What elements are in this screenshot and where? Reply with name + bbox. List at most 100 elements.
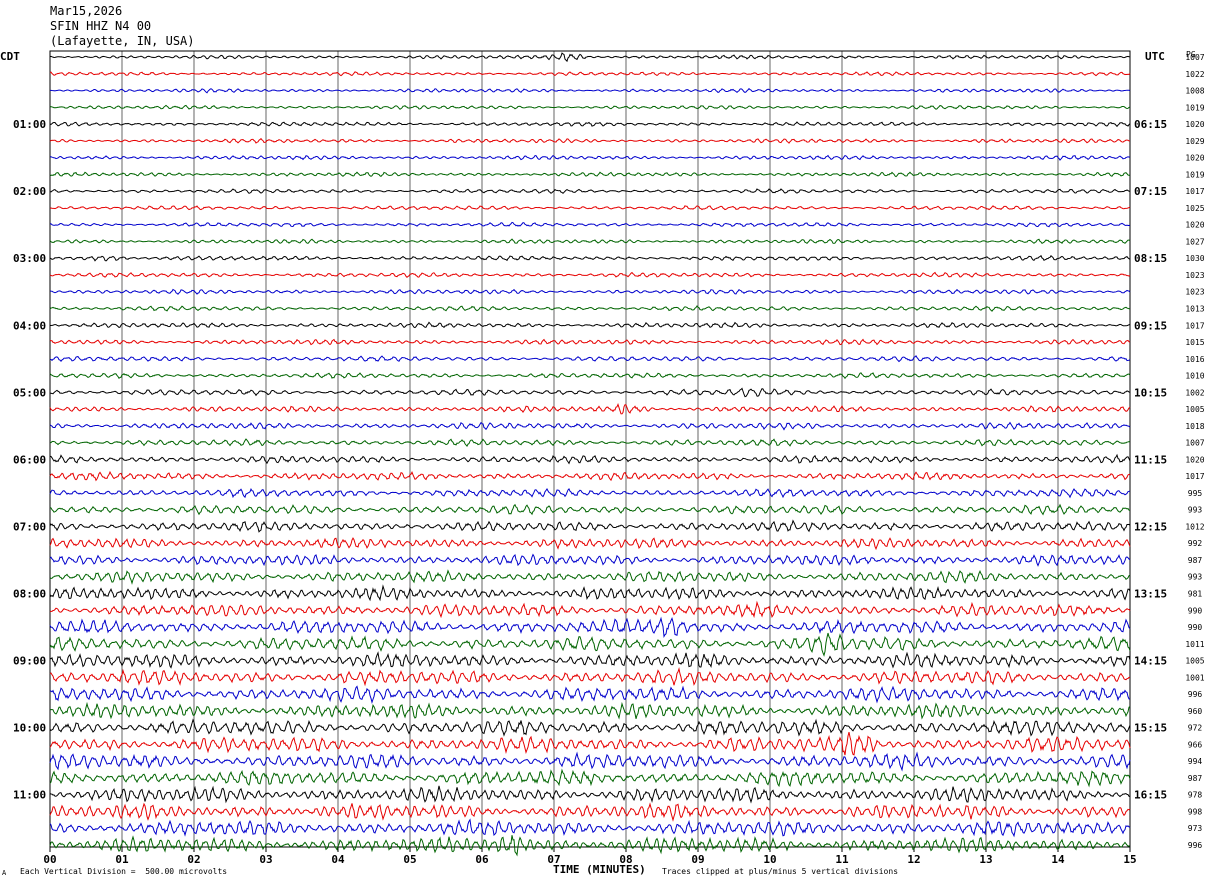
left-hour-label: 08:00 — [13, 588, 46, 601]
right-hour-label: 14:15 — [1134, 655, 1167, 668]
trace-right-value: 1012 — [1185, 522, 1204, 531]
trace-line — [49, 372, 1131, 380]
trace-line — [49, 254, 1131, 262]
footer-scale-note: Each Vertical Division = 500.00 microvol… — [20, 867, 228, 876]
x-tick-label: 06 — [475, 853, 489, 866]
left-hour-label: 07:00 — [13, 520, 46, 533]
trace-right-value: 1007 — [1185, 439, 1204, 448]
plot-frame — [49, 50, 1131, 848]
trace-line — [49, 785, 1131, 804]
left-hour-label: 02:00 — [13, 185, 46, 198]
trace-line — [49, 205, 1131, 211]
trace-right-value: 1022 — [1185, 70, 1204, 79]
right-hour-label: 08:15 — [1134, 252, 1167, 265]
header-location: (Lafayette, IN, USA) — [50, 34, 195, 48]
trace-right-value: 978 — [1188, 791, 1203, 800]
trace-line — [49, 271, 1131, 279]
trace-right-value: 993 — [1188, 506, 1203, 515]
trace-right-value: 1025 — [1185, 204, 1204, 213]
trace-line — [49, 818, 1131, 838]
trace-right-value: 996 — [1188, 841, 1203, 850]
trace-line — [49, 154, 1131, 161]
trace-right-value: 995 — [1188, 489, 1203, 498]
trace-line — [49, 403, 1131, 415]
trace-right-value: 1010 — [1185, 372, 1204, 381]
trace-line — [49, 584, 1131, 602]
trace-line — [49, 835, 1131, 857]
trace-right-value: 1023 — [1185, 288, 1204, 297]
x-tick-label: 10 — [763, 853, 776, 866]
x-tick-label: 11 — [835, 853, 849, 866]
x-tick-label: 04 — [331, 853, 345, 866]
x-tick-label: 05 — [403, 853, 416, 866]
trace-right-value: 1011 — [1185, 640, 1204, 649]
trace-line — [49, 731, 1131, 756]
trace-right-value: 1020 — [1185, 154, 1204, 163]
x-tick-label: 07 — [547, 853, 560, 866]
trace-line — [49, 802, 1131, 822]
x-tick-label: 03 — [259, 853, 272, 866]
trace-right-value: 990 — [1188, 623, 1203, 632]
trace-right-value: 1008 — [1185, 87, 1204, 96]
trace-right-value: 1005 — [1185, 657, 1204, 666]
trace-right-value: 993 — [1188, 573, 1203, 582]
footer-corner-mark: A — [2, 869, 7, 877]
trace-right-value: 973 — [1188, 824, 1203, 833]
trace-right-value: 1016 — [1185, 355, 1204, 364]
footer-clip-note: Traces clipped at plus/minus 5 vertical … — [662, 867, 899, 876]
left-hour-label: 11:00 — [13, 789, 46, 802]
right-hour-label: 16:15 — [1134, 789, 1167, 802]
left-hour-label: 06:00 — [13, 453, 46, 466]
trace-right-value: 1020 — [1185, 221, 1204, 230]
trace-line — [49, 537, 1131, 551]
x-tick-label: 02 — [187, 853, 200, 866]
trace-right-value: 1019 — [1185, 103, 1204, 112]
trace-line — [49, 651, 1131, 669]
trace-line — [49, 71, 1131, 77]
trace-line — [49, 503, 1131, 516]
trace-line — [49, 188, 1131, 195]
trace-line — [49, 221, 1131, 228]
trace-line — [49, 121, 1131, 128]
trace-line — [49, 701, 1131, 720]
trace-right-value: 960 — [1188, 707, 1203, 716]
trace-line — [49, 421, 1131, 431]
x-tick-label: 00 — [43, 853, 56, 866]
trace-line — [49, 305, 1131, 312]
trace-right-value: 1018 — [1185, 422, 1204, 431]
trace-right-value: 990 — [1188, 606, 1203, 615]
header-station: SFIN HHZ N4 00 — [50, 19, 152, 33]
trace-right-value: 987 — [1188, 774, 1203, 783]
right-timezone-label: UTC — [1145, 50, 1165, 63]
header-date: Mar15,2026 — [50, 4, 123, 18]
x-tick-label: 12 — [907, 853, 920, 866]
pg-label: PG — [1186, 50, 1196, 59]
trace-right-value: 1007 — [1185, 53, 1204, 62]
trace-line — [49, 321, 1131, 329]
trace-right-value: 1019 — [1185, 170, 1204, 179]
trace-line — [49, 768, 1131, 788]
left-hour-label: 01:00 — [13, 118, 46, 131]
trace-right-value: 1017 — [1185, 321, 1204, 330]
trace-right-value: 992 — [1188, 539, 1203, 548]
trace-right-value: 981 — [1188, 590, 1203, 599]
trace-line — [49, 104, 1131, 110]
trace-right-value: 1020 — [1185, 455, 1204, 464]
trace-line — [49, 52, 1131, 63]
x-axis-title: TIME (MINUTES) — [553, 863, 646, 876]
trace-line — [49, 355, 1131, 363]
right-hour-label: 10:15 — [1134, 386, 1167, 399]
trace-right-value: 994 — [1188, 757, 1203, 766]
trace-line — [49, 438, 1131, 447]
trace-line — [49, 569, 1131, 585]
trace-line — [49, 519, 1131, 533]
trace-right-value: 1015 — [1185, 338, 1204, 347]
x-tick-label: 13 — [979, 853, 992, 866]
trace-right-value: 1029 — [1185, 137, 1204, 146]
x-tick-label: 09 — [691, 853, 704, 866]
trace-right-value: 987 — [1188, 556, 1203, 565]
trace-line — [49, 470, 1131, 482]
left-hour-label: 09:00 — [13, 655, 46, 668]
trace-line — [49, 171, 1131, 178]
left-hour-label: 05:00 — [13, 386, 46, 399]
